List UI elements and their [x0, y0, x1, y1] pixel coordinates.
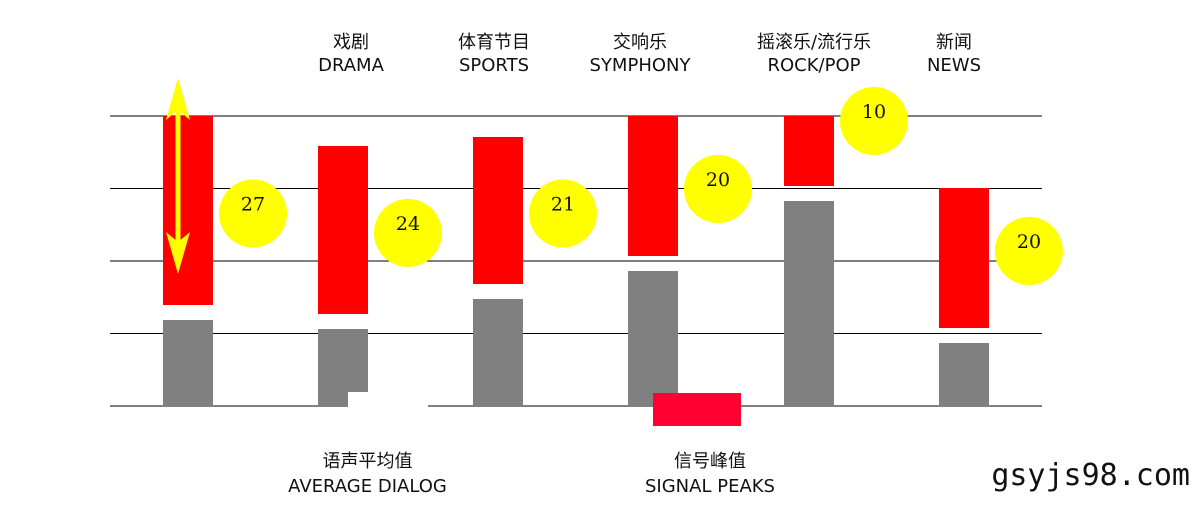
average-bar	[939, 343, 989, 406]
legend-average-dialog: 语声平均值 AVERAGE DIALOG	[288, 451, 447, 497]
legend-signal-peaks: 信号峰值 SIGNAL PEAKS	[645, 451, 775, 497]
category-label-rockpop: 摇滚乐/流行乐 ROCK/POP	[756, 32, 872, 76]
value-badge	[374, 199, 442, 267]
arrow-head-up	[166, 78, 190, 120]
average-bar	[473, 299, 523, 406]
peak-bar	[163, 116, 213, 305]
value-badge	[995, 217, 1063, 285]
category-label-drama: 戏剧 DRAMA	[318, 32, 384, 76]
category-label-news: 新闻 NEWS	[926, 32, 982, 76]
value-badge	[840, 87, 908, 155]
peak-bar	[784, 116, 834, 186]
arrow-head-down	[166, 232, 190, 274]
value-label: 24	[396, 213, 420, 235]
average-bar	[628, 271, 678, 406]
average-bar	[784, 201, 834, 406]
value-badge	[529, 179, 597, 248]
value-badge	[219, 179, 287, 248]
value-label: 10	[862, 101, 886, 123]
value-label: 21	[551, 194, 575, 216]
peak-bar	[628, 116, 678, 256]
value-badge	[684, 155, 752, 223]
value-label: 20	[706, 169, 730, 191]
average-bar	[163, 320, 213, 406]
value-label: 27	[241, 194, 265, 216]
legend-peak-swatch	[653, 393, 741, 426]
category-label-sports: 体育节目 SPORTS	[458, 32, 530, 76]
category-label-symphony: 交响乐 SYMPHONY	[589, 32, 691, 76]
peak-bar	[939, 188, 989, 328]
peak-bar	[473, 137, 523, 284]
baseline-gap	[348, 392, 428, 408]
value-label: 20	[1017, 231, 1041, 253]
peak-bar	[318, 146, 368, 314]
watermark-text: gsyjs98.com	[991, 458, 1190, 493]
